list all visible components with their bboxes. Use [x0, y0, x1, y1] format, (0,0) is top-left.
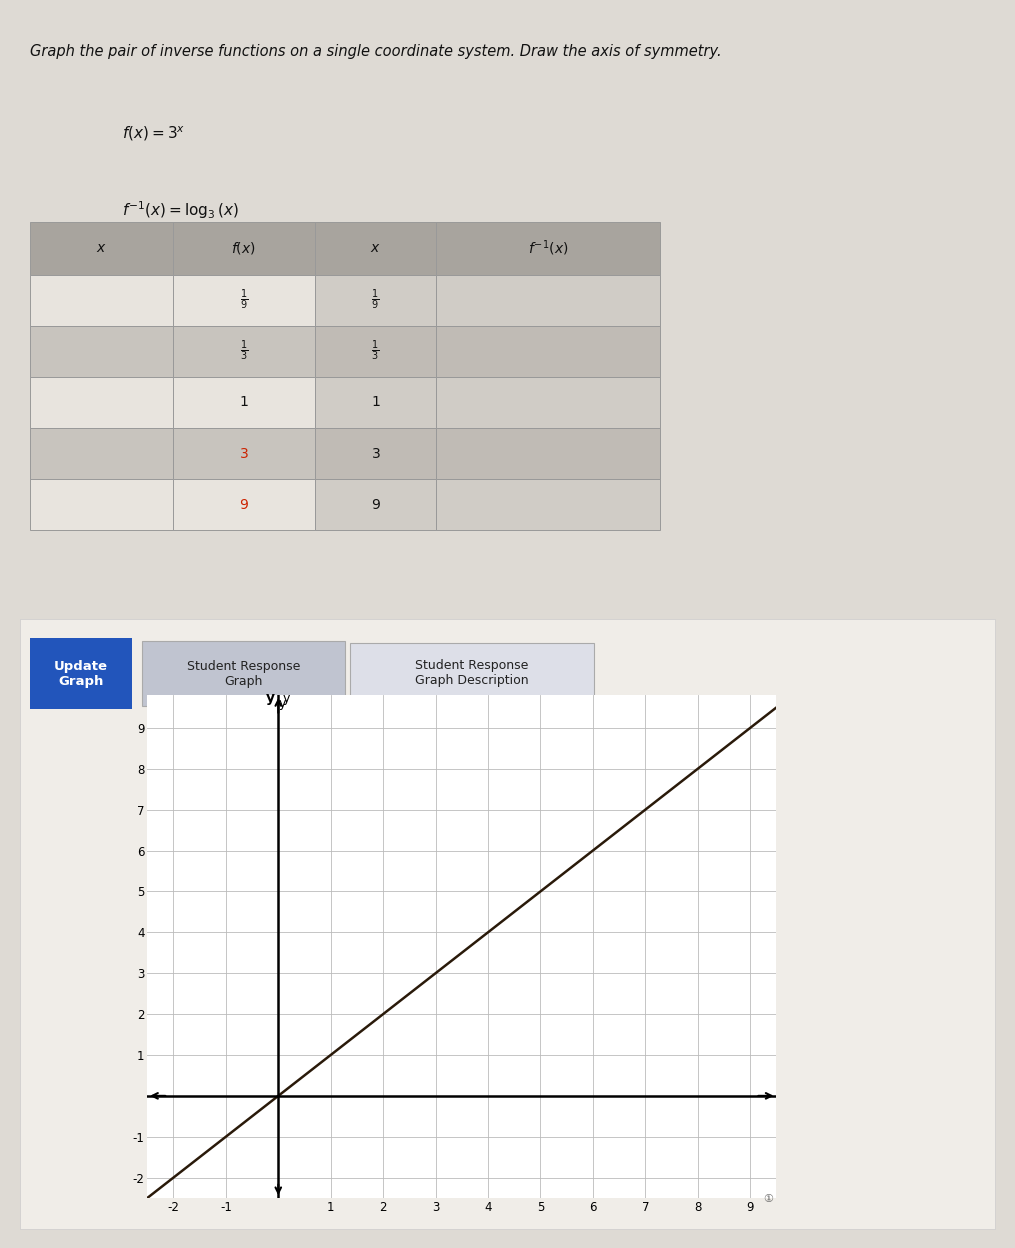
Text: $\frac{1}{9}$: $\frac{1}{9}$: [240, 288, 248, 312]
Bar: [315, 326, 436, 377]
Text: $1$: $1$: [239, 396, 249, 409]
Bar: [30, 428, 173, 479]
Text: ①: ①: [763, 1194, 773, 1204]
Bar: [315, 222, 436, 275]
Text: y: y: [279, 696, 286, 710]
Text: $f^{-1}(x) = \log_3(x)$: $f^{-1}(x) = \log_3(x)$: [122, 200, 239, 221]
Bar: [436, 377, 660, 428]
Text: Update
Graph: Update Graph: [54, 660, 109, 688]
Bar: [315, 275, 436, 326]
Text: $\frac{1}{9}$: $\frac{1}{9}$: [371, 288, 380, 312]
Bar: [30, 275, 173, 326]
Text: $x$: $x$: [370, 241, 381, 255]
Text: $\frac{1}{3}$: $\frac{1}{3}$: [371, 339, 380, 363]
Bar: [436, 222, 660, 275]
Bar: [30, 377, 173, 428]
Text: y: y: [282, 693, 290, 705]
Bar: [436, 428, 660, 479]
Bar: [30, 222, 173, 275]
Text: $9$: $9$: [239, 498, 249, 512]
Bar: [173, 479, 315, 530]
Bar: [436, 479, 660, 530]
Bar: [30, 326, 173, 377]
Bar: [315, 479, 436, 530]
Text: $3$: $3$: [239, 447, 249, 461]
Bar: [173, 428, 315, 479]
Bar: [173, 326, 315, 377]
Bar: [436, 275, 660, 326]
Text: y: y: [266, 691, 275, 705]
Text: $3$: $3$: [370, 447, 381, 461]
Bar: [173, 275, 315, 326]
Text: $\frac{1}{3}$: $\frac{1}{3}$: [240, 339, 248, 363]
Bar: [30, 638, 132, 709]
Text: $x$: $x$: [96, 241, 107, 255]
Bar: [30, 479, 173, 530]
Text: Graph the pair of inverse functions on a single coordinate system. Draw the axis: Graph the pair of inverse functions on a…: [30, 44, 722, 59]
Text: Student Response
Graph Description: Student Response Graph Description: [415, 659, 529, 686]
Text: $1$: $1$: [370, 396, 381, 409]
Bar: [142, 641, 345, 706]
Bar: [350, 643, 594, 703]
Text: Student Response
Graph: Student Response Graph: [187, 660, 300, 688]
Bar: [173, 222, 315, 275]
Bar: [436, 326, 660, 377]
Text: $f^{-1}(x)$: $f^{-1}(x)$: [528, 238, 568, 258]
Bar: [173, 377, 315, 428]
Text: $9$: $9$: [370, 498, 381, 512]
Bar: [315, 428, 436, 479]
Text: $f(x)$: $f(x)$: [231, 240, 256, 256]
Text: $f(x) = 3^x$: $f(x) = 3^x$: [122, 125, 185, 144]
Bar: [315, 377, 436, 428]
